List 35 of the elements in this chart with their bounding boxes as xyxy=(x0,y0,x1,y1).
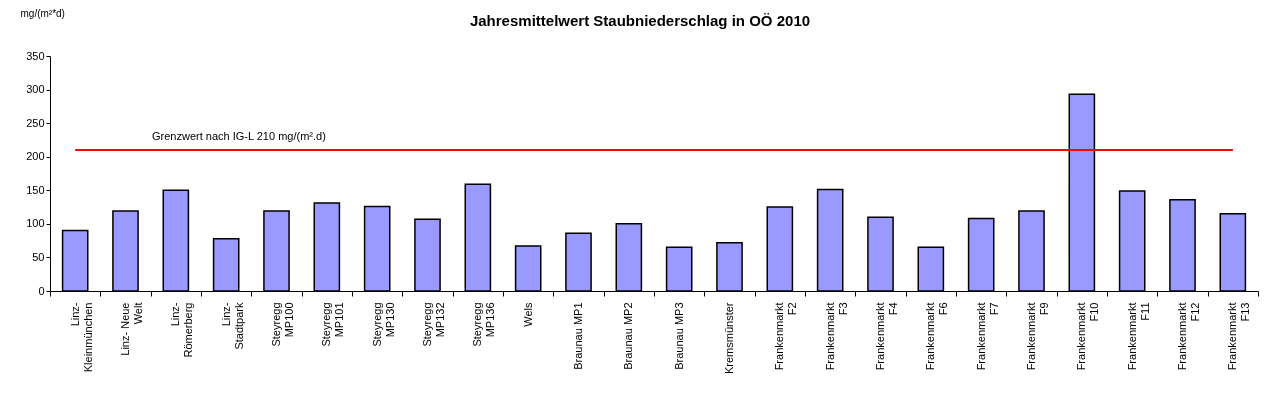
x-tick-label: Steyregg MP130 xyxy=(370,302,396,347)
y-tick-label: 350 xyxy=(26,49,45,62)
x-tick-label: Frankenmarkt F13 xyxy=(1226,302,1252,371)
x-tick-label: Frankenmarkt F10 xyxy=(1075,302,1101,371)
x-tick-label: Frankenmarkt F2 xyxy=(773,302,799,371)
ref-line-label: Grenzwert nach IG-L 210 mg/(m².d) xyxy=(152,130,326,142)
x-tick-label: Frankenmarkt F6 xyxy=(924,302,950,371)
x-tick-label: Linz-Stadtpark xyxy=(219,302,245,350)
x-tick-label: Steyregg MP101 xyxy=(320,302,346,347)
x-tick-label: Linz-Römerberg xyxy=(169,302,195,358)
x-tick-label: Kremsmünster xyxy=(723,302,735,375)
y-axis-title: mg/(m²*d) xyxy=(20,7,65,19)
x-tick-label: Steyregg MP136 xyxy=(471,302,497,347)
x-tick-label: Frankenmarkt F4 xyxy=(874,302,899,371)
x-tick-label: Frankenmarkt F3 xyxy=(823,302,849,371)
x-tick-label: Braunau MP2 xyxy=(622,302,635,370)
x-tick-label: Steyregg MP132 xyxy=(421,302,446,347)
x-tick-label: Braunau MP1 xyxy=(572,302,584,370)
y-tick-label: 200 xyxy=(26,150,45,163)
y-tick-label: 250 xyxy=(26,116,45,129)
y-tick-label: 50 xyxy=(32,250,45,263)
x-tick-label: Steyregg MP100 xyxy=(270,302,295,347)
y-tick-label: 300 xyxy=(26,83,45,96)
x-tick-label: Braunau MP3 xyxy=(672,302,685,370)
x-tick-label: Frankenmarkt F7 xyxy=(974,302,1000,371)
chart-title: Jahresmittelwert Staubniederschlag in OÖ 2010 xyxy=(469,12,811,29)
x-tick-label: Linz-Kleinmünchen xyxy=(68,302,94,373)
x-tick-label: Frankenmarkt F12 xyxy=(1176,302,1201,371)
x-tick-label: Frankenmarkt F9 xyxy=(1025,302,1050,371)
x-tick-label: Wels xyxy=(521,302,534,327)
y-tick-label: 150 xyxy=(26,183,45,196)
x-tick-label: Linz- Neue Welt xyxy=(119,302,144,356)
y-tick-label: 0 xyxy=(38,284,45,297)
y-tick-label: 100 xyxy=(26,217,45,230)
x-tick-label: Frankenmarkt F11 xyxy=(1125,302,1151,371)
